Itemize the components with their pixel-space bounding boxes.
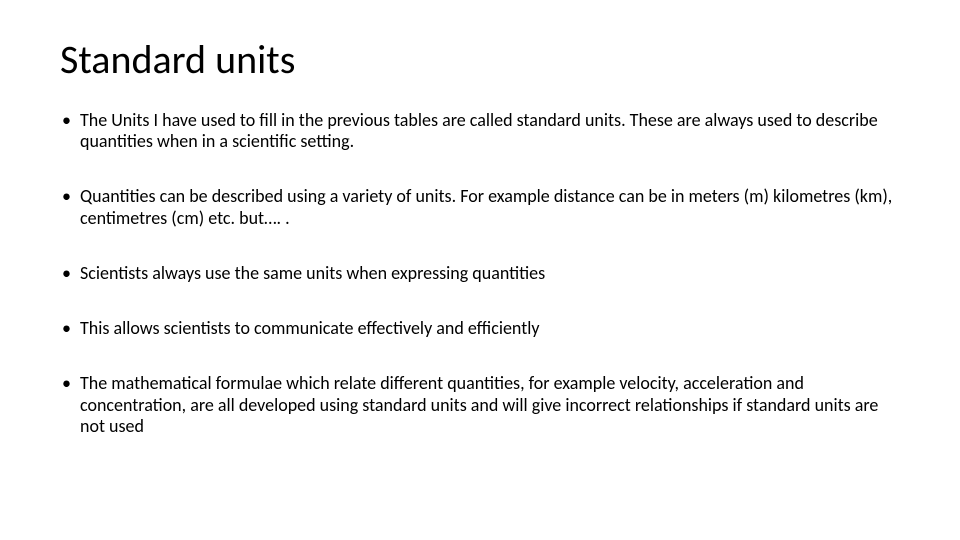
bullet-list: The Units I have used to fill in the pre…: [60, 110, 900, 437]
list-item: Quantities can be described using a vari…: [60, 186, 900, 228]
slide-title: Standard units: [60, 38, 900, 82]
list-item: The mathematical formulae which relate d…: [60, 373, 900, 437]
list-item: Scientists always use the same units whe…: [60, 263, 900, 284]
list-item: This allows scientists to communicate ef…: [60, 318, 900, 339]
list-item: The Units I have used to fill in the pre…: [60, 110, 900, 152]
slide-container: Standard units The Units I have used to …: [0, 0, 960, 540]
